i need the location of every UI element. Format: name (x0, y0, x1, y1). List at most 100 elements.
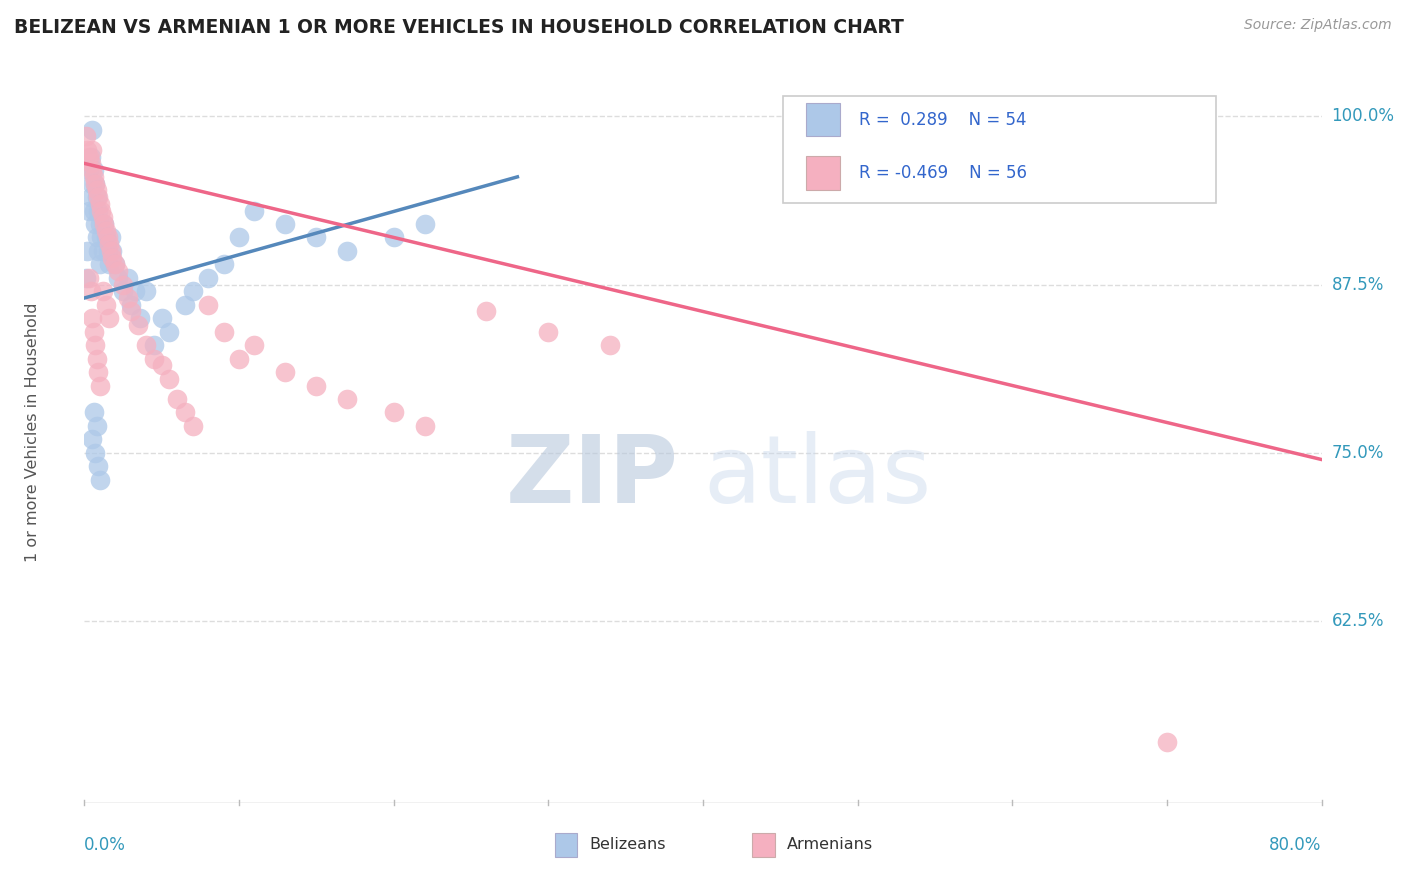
FancyBboxPatch shape (783, 95, 1216, 203)
Point (181, 285, 204, 299)
Point (336, 244, 359, 258)
Point (94, 224, 117, 238)
Text: 80.0%: 80.0% (1270, 837, 1322, 855)
Text: Source: ZipAtlas.com: Source: ZipAtlas.com (1244, 18, 1392, 32)
Bar (554, 833, 576, 857)
Point (413, 418, 436, 433)
Point (89, 378, 111, 392)
Point (91, 285, 114, 299)
Point (197, 270, 219, 285)
Bar (806, 156, 841, 190)
Point (84, 177, 107, 191)
Text: BELIZEAN VS ARMENIAN 1 OR MORE VEHICLES IN HOUSEHOLD CORRELATION CHART: BELIZEAN VS ARMENIAN 1 OR MORE VEHICLES … (14, 18, 904, 37)
Point (82, 433, 104, 447)
Point (174, 405, 197, 419)
Text: 100.0%: 100.0% (1331, 107, 1395, 125)
Point (76, 143, 98, 157)
Point (117, 270, 139, 285)
Bar (752, 833, 775, 857)
Point (77, 203, 100, 218)
Point (98, 237, 121, 252)
Point (89, 196, 111, 211)
Point (76, 244, 98, 258)
Point (83, 405, 105, 419)
Point (305, 230, 328, 244)
Point (86, 351, 108, 366)
Text: R =  0.289    N = 54: R = 0.289 N = 54 (859, 111, 1026, 128)
Point (83, 163, 105, 178)
Point (413, 217, 436, 231)
Point (82, 311, 104, 326)
Point (135, 338, 157, 352)
Point (1156, 735, 1178, 749)
Point (94, 298, 117, 312)
Point (101, 251, 124, 265)
Point (75, 129, 97, 144)
Text: 75.0%: 75.0% (1331, 444, 1384, 462)
Point (96, 230, 118, 244)
Point (82, 163, 104, 178)
Point (86, 183, 108, 197)
Point (212, 257, 235, 271)
Point (98, 311, 121, 326)
Point (87, 203, 110, 218)
Point (124, 285, 146, 299)
Point (127, 318, 149, 332)
Point (274, 217, 297, 231)
Point (228, 230, 250, 244)
Point (243, 338, 266, 352)
Point (90, 230, 112, 244)
Point (79, 190, 101, 204)
Point (537, 325, 560, 339)
Point (100, 244, 122, 258)
Point (100, 230, 122, 244)
Point (93, 217, 115, 231)
Point (86, 230, 108, 244)
Point (77, 163, 100, 178)
Point (79, 156, 101, 170)
Point (83, 203, 105, 218)
Point (84, 217, 107, 231)
Point (82, 143, 104, 157)
Point (75, 270, 97, 285)
Point (96, 244, 118, 258)
Point (159, 372, 180, 386)
Point (101, 244, 124, 258)
Point (135, 285, 157, 299)
Text: 87.5%: 87.5% (1331, 276, 1384, 293)
Point (87, 365, 110, 379)
Point (91, 211, 114, 225)
Point (120, 304, 142, 318)
Point (84, 177, 107, 191)
Text: Armenians: Armenians (787, 837, 873, 852)
Point (181, 418, 204, 433)
Point (305, 378, 328, 392)
Point (94, 230, 117, 244)
Point (91, 244, 114, 258)
Point (143, 338, 166, 352)
Point (90, 203, 112, 218)
Text: 62.5%: 62.5% (1331, 612, 1384, 630)
Text: Belizeans: Belizeans (589, 837, 665, 852)
Point (86, 190, 108, 204)
Point (98, 257, 121, 271)
Point (150, 359, 173, 373)
Point (174, 298, 197, 312)
Point (274, 365, 297, 379)
Point (83, 169, 105, 184)
Point (143, 351, 166, 366)
Point (87, 459, 110, 474)
Point (87, 190, 110, 204)
Point (212, 325, 235, 339)
Text: atlas: atlas (703, 431, 931, 523)
Point (89, 257, 111, 271)
Point (107, 264, 129, 278)
Point (89, 473, 111, 487)
Point (77, 150, 100, 164)
Point (382, 230, 405, 244)
Point (79, 285, 101, 299)
Point (117, 291, 139, 305)
Point (84, 446, 107, 460)
Point (104, 257, 127, 271)
Point (104, 257, 127, 271)
